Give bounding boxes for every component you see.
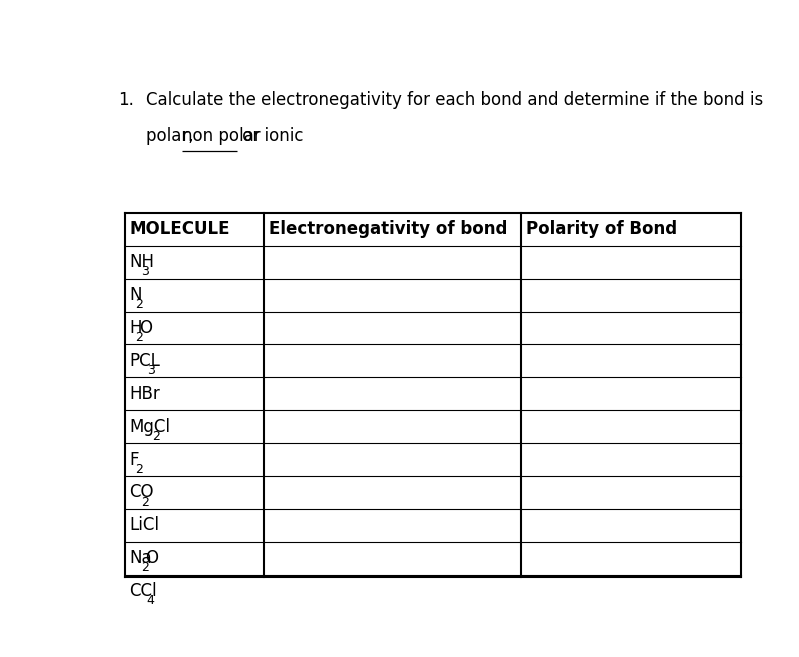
Text: 2: 2 <box>135 298 143 311</box>
Text: non polar: non polar <box>181 127 260 145</box>
Text: H: H <box>129 319 142 337</box>
Text: 2: 2 <box>141 495 149 509</box>
Text: CCl: CCl <box>129 582 157 600</box>
Text: 2: 2 <box>135 463 143 476</box>
Text: 1.: 1. <box>118 91 134 110</box>
Text: 2: 2 <box>135 331 143 344</box>
Text: O: O <box>145 549 158 567</box>
Text: LiCl: LiCl <box>129 516 160 534</box>
Text: O: O <box>140 319 153 337</box>
Text: Na: Na <box>129 549 153 567</box>
Text: 3: 3 <box>141 265 149 279</box>
Text: NH: NH <box>129 253 154 271</box>
Text: or ionic: or ionic <box>237 127 304 145</box>
Text: 2: 2 <box>153 430 161 443</box>
Text: MgCl: MgCl <box>129 418 171 436</box>
Text: N: N <box>129 286 142 304</box>
Text: HBr: HBr <box>129 385 161 403</box>
Text: Calculate the electronegativity for each bond and determine if the bond is: Calculate the electronegativity for each… <box>146 91 764 110</box>
Text: PCL: PCL <box>129 352 161 370</box>
Text: F: F <box>129 451 139 468</box>
Text: polar,: polar, <box>146 127 199 145</box>
Text: 4: 4 <box>147 594 154 607</box>
Text: Electronegativity of bond: Electronegativity of bond <box>269 220 507 238</box>
Text: 2: 2 <box>141 561 149 574</box>
Text: MOLECULE: MOLECULE <box>129 220 230 238</box>
Text: 3: 3 <box>147 364 154 377</box>
Text: Polarity of Bond: Polarity of Bond <box>526 220 677 238</box>
Text: CO: CO <box>129 484 154 501</box>
